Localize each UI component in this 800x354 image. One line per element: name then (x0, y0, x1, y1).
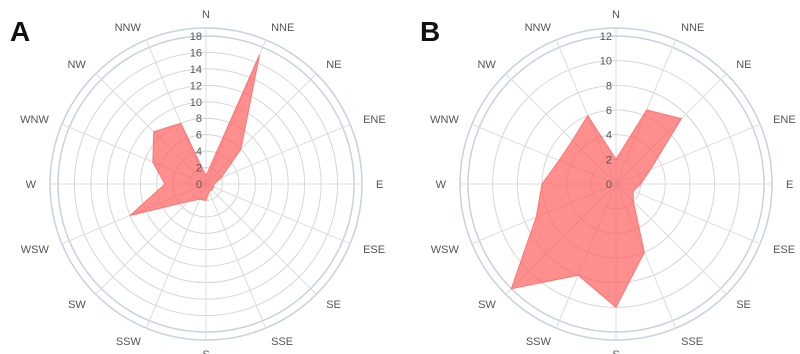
radar-chart-a: 0 2 4 6 8 10 12 14 16 18N NNE NE ENE E ESE SE SSE S SSW SW W… (20, 9, 386, 354)
spoke-line (145, 183, 207, 329)
spoke-line (205, 123, 351, 185)
direction-label: SE (736, 299, 751, 311)
direction-label: NNE (271, 22, 294, 34)
direction-label: ENE (773, 114, 796, 126)
tick-label: 12 (600, 31, 612, 43)
spoke-line (205, 183, 317, 295)
tick-label: 10 (190, 97, 202, 109)
data-area (129, 54, 260, 216)
direction-label: WNW (430, 114, 459, 126)
direction-label: W (436, 179, 447, 191)
direction-label: NNW (115, 22, 142, 34)
direction-label: E (786, 179, 793, 191)
direction-label: N (612, 9, 620, 21)
spoke-line (205, 183, 351, 245)
direction-label: SSE (681, 336, 703, 348)
direction-label: SSE (271, 336, 293, 348)
tick-label: 6 (196, 130, 202, 142)
tick-label: 8 (196, 113, 202, 125)
direction-label: N (202, 9, 210, 21)
radar-panel-a: A 0 2 4 6 8 10 12 14 16 18N NNE NE ENE E ESE SE SSE S SSW S… (10, 9, 386, 354)
tick-label: 16 (190, 47, 202, 59)
direction-label: SE (326, 299, 341, 311)
direction-label: SW (68, 299, 86, 311)
tick-label: 12 (190, 80, 202, 92)
direction-label: SSW (116, 336, 142, 348)
direction-label: NNE (681, 22, 704, 34)
direction-label: S (202, 349, 209, 354)
direction-label: WSW (431, 244, 460, 256)
direction-label: NW (67, 59, 86, 71)
tick-label: 6 (606, 105, 612, 117)
tick-label: 8 (606, 80, 612, 92)
direction-label: NNW (525, 22, 552, 34)
tick-label: 14 (190, 64, 202, 76)
direction-label: ENE (363, 114, 386, 126)
direction-label: NW (477, 59, 496, 71)
tick-label: 4 (606, 130, 612, 142)
tick-label: 2 (606, 154, 612, 166)
direction-label: E (376, 179, 383, 191)
radar-panel-b: B 0 2 4 6 8 10 12N NNE NE ENE E ESE SE SSE S SSW SW WSW W W… (410, 0, 800, 354)
spoke-line (615, 183, 761, 245)
direction-label: W (26, 179, 37, 191)
tick-label: 2 (196, 163, 202, 175)
tick-label: 0 (606, 179, 612, 191)
tick-label: 0 (196, 179, 202, 191)
direction-label: NE (736, 59, 751, 71)
direction-label: SSW (526, 336, 552, 348)
tick-label: 18 (190, 31, 202, 43)
data-area (510, 109, 683, 309)
direction-label: WNW (20, 114, 49, 126)
spoke-line (615, 183, 727, 295)
direction-label: SW (478, 299, 496, 311)
direction-label: ESE (363, 244, 385, 256)
spoke-line (95, 183, 207, 295)
panel-label: B (420, 16, 441, 47)
radar-chart-b: 0 2 4 6 8 10 12N NNE NE ENE E ESE SE SSE S SSW SW WSW W WNW… (430, 9, 796, 354)
spoke-line (205, 183, 267, 329)
tick-label: 4 (196, 146, 202, 158)
tick-label: 10 (600, 56, 612, 68)
direction-label: WSW (21, 244, 50, 256)
direction-label: NE (326, 59, 341, 71)
direction-label: S (612, 349, 619, 354)
direction-label: ESE (773, 244, 795, 256)
panel-label: A (10, 16, 31, 47)
